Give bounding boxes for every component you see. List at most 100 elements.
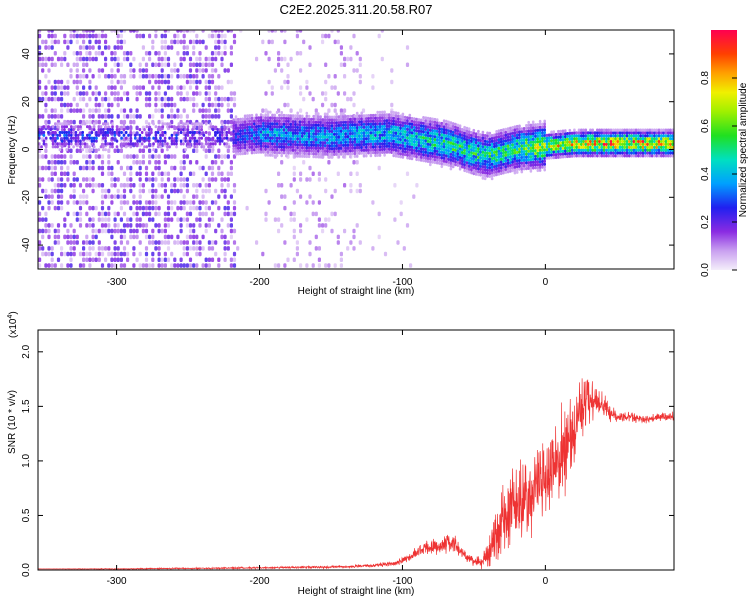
ridge-cell (596, 137, 599, 141)
ridge-cell (223, 136, 226, 140)
ridge-cell (408, 125, 412, 129)
ridge-cell (653, 128, 656, 132)
noise-cell (50, 56, 54, 62)
ridge-cell (360, 125, 363, 129)
ridge-cell (543, 151, 546, 155)
ridge-cell (234, 138, 238, 142)
ridge-cell (580, 154, 583, 158)
ridge-cell (282, 122, 286, 126)
ridge-cell (138, 139, 142, 143)
ridge-cell (660, 145, 663, 149)
ridge-cell (435, 118, 439, 122)
noise-cell (229, 211, 233, 217)
ridge-cell (614, 142, 617, 146)
ridge-cell (634, 134, 638, 138)
ridge-cell (589, 137, 592, 141)
ridge-cell (472, 137, 476, 141)
noise-cell (182, 183, 186, 188)
ridge-cell (111, 128, 114, 132)
ridge-cell (486, 143, 489, 147)
ridge-cell (655, 151, 658, 155)
ridge-cell (67, 133, 71, 137)
noise-cell (226, 102, 230, 108)
noise-cell (195, 263, 199, 268)
ridge-cell (111, 136, 114, 140)
ridge-cell (490, 159, 494, 163)
noise-cell (148, 160, 152, 165)
y-tick-label: 0.0 (21, 563, 32, 577)
noise-cell (78, 183, 83, 188)
ridge-cell (481, 165, 485, 169)
noise-cell (82, 257, 86, 262)
ridge-cell (367, 145, 370, 149)
noise-cell (119, 39, 123, 45)
ridge-cell (605, 151, 608, 155)
ridge-cell (442, 151, 446, 155)
noise-cell (176, 263, 180, 268)
noise-cell (198, 246, 202, 251)
ridge-cell (314, 129, 318, 133)
noise-cell (44, 148, 48, 153)
noise-cell (283, 79, 287, 85)
noise-cell (176, 108, 180, 113)
ridge-cell (630, 145, 633, 149)
noise-cell (104, 223, 108, 228)
ridge-cell (246, 131, 249, 135)
noise-cell (229, 45, 233, 50)
noise-cell (56, 85, 61, 90)
ridge-cell (175, 142, 178, 146)
ridge-cell (463, 154, 466, 158)
ridge-cell (580, 134, 583, 138)
noise-cell (229, 228, 233, 234)
ridge-cell (465, 135, 469, 139)
noise-cell (163, 183, 167, 188)
ridge-cell (451, 139, 455, 143)
noise-cell (53, 62, 57, 67)
ridge-cell (543, 139, 546, 143)
ridge-cell (650, 148, 654, 152)
noise-cell (53, 96, 57, 102)
noise-cell (66, 39, 70, 45)
ridge-cell (522, 158, 526, 162)
noise-cell (176, 188, 180, 194)
ridge-cell (369, 131, 373, 135)
ridge-cell (63, 136, 66, 140)
ridge-cell (490, 174, 494, 178)
noise-cell (138, 74, 142, 79)
ridge-cell (666, 145, 670, 149)
ridge-cell (419, 121, 423, 125)
ridge-cell (616, 151, 620, 155)
noise-cell (110, 30, 114, 33)
noise-cell (207, 102, 211, 108)
ridge-cell (515, 144, 519, 149)
noise-cell (195, 68, 199, 73)
ridge-cell (314, 123, 318, 127)
ridge-cell (639, 139, 642, 144)
ridge-cell (637, 148, 640, 152)
ridge-cell (646, 139, 649, 144)
noise-cell (220, 171, 224, 176)
ridge-cell (408, 136, 412, 140)
noise-cell (91, 217, 95, 222)
ridge-cell (399, 123, 402, 127)
ridge-cell (60, 125, 64, 129)
noise-cell (154, 160, 158, 165)
noise-cell (113, 148, 117, 153)
ridge-cell (106, 128, 110, 132)
ridge-cell (520, 150, 524, 154)
ridge-cell (161, 122, 165, 126)
ridge-cell (150, 130, 153, 135)
ridge-cell (575, 145, 578, 149)
ridge-cell (294, 131, 297, 135)
ridge-cell (337, 126, 341, 130)
noise-cell (226, 148, 230, 153)
noise-cell (343, 74, 347, 79)
ridge-cell (86, 145, 89, 149)
ridge-cell (527, 123, 530, 127)
ridge-cell (644, 134, 647, 138)
ridge-cell (435, 149, 439, 153)
noise-cell (141, 33, 145, 39)
ridge-cell (44, 122, 48, 126)
noise-cell (188, 30, 193, 33)
ridge-cell (342, 126, 345, 130)
